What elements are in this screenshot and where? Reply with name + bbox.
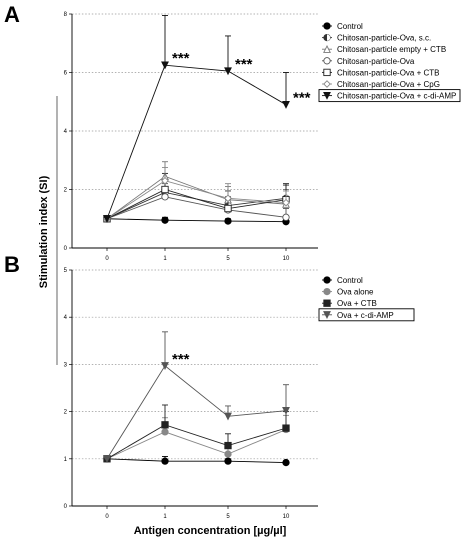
panel-a-x-tick-label: 10: [283, 256, 290, 262]
panel-a-series-0-line: [106, 218, 287, 223]
panel-b-series-3-point: [161, 362, 169, 371]
panel-b-x-tick-label: 1: [163, 514, 167, 520]
y-axis-label: Stimulation index (SI): [38, 175, 50, 288]
panel-b-x-tick-label: 5: [226, 514, 230, 520]
panel-a-series-2-line: [106, 175, 287, 220]
panel-b-y-tick-label: 4: [64, 315, 68, 321]
panel-a-legend-marker-0: [323, 22, 331, 30]
panel-b-legend-marker-3: [323, 311, 331, 320]
panel-a-series-5-point: [161, 176, 169, 185]
panel-b-series-0-point: [224, 457, 232, 465]
panel-a-series-3-line: [106, 196, 287, 220]
panel-b-y-tick-label: 0: [64, 504, 68, 510]
panel-a-series-0-point: [161, 216, 169, 224]
panel-a-legend-highlight-box: [318, 89, 461, 103]
panel-b-series-3-line: [106, 365, 287, 460]
panel-a-significance-label: ***: [235, 56, 253, 73]
panel-a-plot: 0 2 4 6 8 0 1 5 10 *** *** *** Control Chitosan-parti…: [64, 12, 461, 262]
panel-a-series-5-point: [224, 194, 232, 203]
panel-b-legend-marker-2: [323, 299, 331, 307]
panel-b-series-3-point: [282, 407, 290, 415]
panel-a-series-6-point: [103, 215, 111, 223]
panel-b-legend-label-2: Ova + CTB: [337, 299, 377, 308]
panel-b-legend-marker-0: [323, 276, 331, 284]
panel-a-legend-label-0: Control: [337, 22, 363, 31]
panel-a-y-tick-label: 2: [64, 188, 68, 194]
panel-b-y-tick-label: 2: [64, 410, 68, 416]
panel-b-series-1-point: [224, 450, 232, 458]
panel-b-series-0-point: [161, 457, 169, 465]
panel-b-y-tick-label: 1: [64, 457, 68, 463]
panel-b-plot: 0 1 2 3 4 5 0 1 5 10 *** Control Ova alone Ova + CTB O…: [64, 268, 415, 520]
panel-b-series-3-point: [103, 455, 111, 464]
panel-b-y-tick-label: 5: [64, 268, 68, 274]
panel-a-series-6-line: [106, 64, 287, 219]
panel-a-legend-marker-5: [323, 80, 331, 88]
panel-a-legend-marker-4: [323, 68, 331, 77]
panel-a-legend-marker-3: [323, 57, 331, 65]
panel-a-y-tick-label: 8: [64, 12, 68, 18]
panel-a-legend-label-5: Chitosan-particle-Ova + CpG: [337, 80, 440, 89]
panel-b-series-3-point: [224, 412, 232, 421]
panel-a-significance-label: ***: [293, 90, 311, 107]
panel-label-a: A: [4, 2, 20, 27]
panel-b-y-tick-label: 3: [64, 362, 68, 368]
panel-a-legend-label-4: Chitosan-particle-Ova + CTB: [337, 68, 439, 77]
panel-b-legend-highlight-box: [318, 308, 415, 322]
panel-a-series-4-line: [106, 189, 287, 220]
panel-a-y-tick-label: 6: [64, 71, 68, 77]
panel-b-x-tick-label: 10: [283, 514, 290, 520]
panel-b-legend-label-1: Ova alone: [337, 288, 374, 297]
panel-a-series-4-point: [224, 204, 232, 213]
panel-b-legend-marker-1: [323, 287, 331, 296]
panel-a-series-5-line: [106, 180, 287, 220]
panel-b-x-tick-label: 0: [105, 514, 109, 520]
panel-b-series-1-line: [106, 429, 287, 460]
panel-a-legend-label-1: Chitosan-particle-Ova, s.c.: [337, 34, 431, 43]
panel-a-series-0-point: [224, 217, 232, 225]
panel-b-series-0-point: [282, 458, 290, 467]
panel-a-x-tick-label: 0: [105, 256, 109, 262]
panel-b-series-1-point: [161, 428, 169, 436]
panel-a-x-tick-label: 5: [226, 256, 230, 262]
panel-a-legend-label-2: Chitosan-particle empty + CTB: [337, 45, 446, 54]
panel-a-legend-label-3: Chitosan-particle-Ova: [337, 57, 415, 66]
panel-a-legend-marker-6: [323, 91, 331, 100]
panel-b-series-2-point: [161, 421, 169, 429]
panel-a-y-tick-label: 0: [64, 246, 68, 252]
panel-b-series-2-point: [282, 424, 290, 432]
panel-a-series-6-point: [224, 67, 232, 76]
panel-a-series-3-point: [282, 213, 290, 221]
panel-b-series-0-line: [106, 458, 287, 464]
panel-a-series-6-point: [161, 61, 169, 70]
panel-b-legend-label-3: Ova + c-di-AMP: [337, 311, 394, 320]
panel-a-legend-marker-2: [323, 44, 331, 53]
panel-a-legend-marker-1-half: [327, 34, 331, 41]
panel-b-legend-label-0: Control: [337, 276, 363, 285]
panel-a-series-3-point: [161, 193, 169, 201]
x-axis-label: Antigen concentration [µg/µl]: [134, 525, 287, 537]
panel-b-series-2-line: [106, 424, 287, 460]
panel-a-legend-label-6: Chitosan-particle-Ova + c-di-AMP: [337, 92, 456, 101]
panel-a-x-tick-label: 1: [163, 256, 167, 262]
panel-b-significance-label: ***: [172, 351, 190, 368]
panel-a-series-6-point: [282, 101, 290, 109]
panel-b-series-2-point: [224, 441, 232, 450]
panel-a-y-tick-label: 4: [64, 129, 68, 135]
panel-label-b: B: [4, 252, 20, 277]
panel-a-series-5-point: [282, 198, 290, 207]
panel-a-series-4-point: [161, 185, 169, 194]
panel-a-significance-label: ***: [172, 50, 190, 67]
